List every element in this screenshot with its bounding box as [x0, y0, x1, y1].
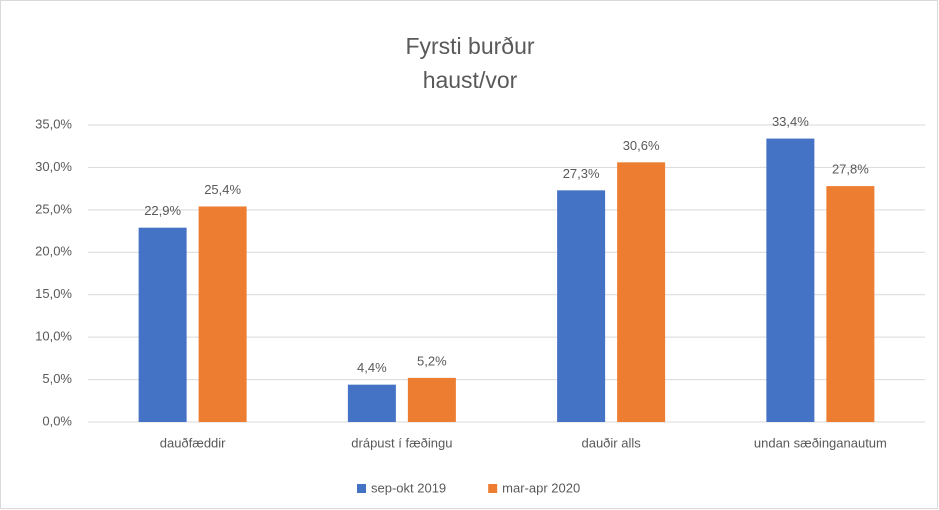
bar [617, 162, 666, 422]
chart-title: Fyrsti burður [405, 33, 534, 59]
legend-label: sep-okt 2019 [371, 480, 446, 495]
x-tick-label: drápust í fæðingu [351, 435, 452, 450]
bar [766, 138, 815, 422]
y-tick-label: 15,0% [35, 286, 72, 301]
x-tick-label: dauðir alls [581, 435, 641, 450]
bar [407, 377, 456, 422]
data-label: 5,2% [417, 353, 447, 368]
y-tick-label: 10,0% [35, 329, 72, 344]
data-label: 27,3% [563, 166, 600, 181]
chart-subtitle: haust/vor [423, 67, 518, 93]
bar [198, 206, 247, 422]
bar [138, 227, 187, 422]
x-tick-label: dauðfæddir [160, 435, 226, 450]
bar [557, 190, 606, 422]
y-tick-label: 30,0% [35, 159, 72, 174]
legend-swatch [488, 484, 498, 493]
x-tick-label: undan sæðinganautum [754, 435, 887, 450]
y-tick-label: 20,0% [35, 244, 72, 259]
data-label: 4,4% [357, 360, 387, 375]
y-tick-label: 5,0% [42, 371, 72, 386]
y-tick-label: 0,0% [42, 413, 72, 428]
data-label: 33,4% [772, 114, 809, 129]
legend-label: mar-apr 2020 [502, 480, 580, 495]
bar [826, 186, 875, 422]
data-label: 25,4% [204, 182, 241, 197]
legend-swatch [357, 484, 366, 493]
y-tick-label: 35,0% [35, 116, 72, 131]
bar [347, 384, 396, 422]
y-tick-label: 25,0% [35, 201, 72, 216]
data-label: 22,9% [144, 203, 181, 218]
data-label: 30,6% [623, 138, 660, 153]
data-label: 27,8% [832, 162, 869, 177]
